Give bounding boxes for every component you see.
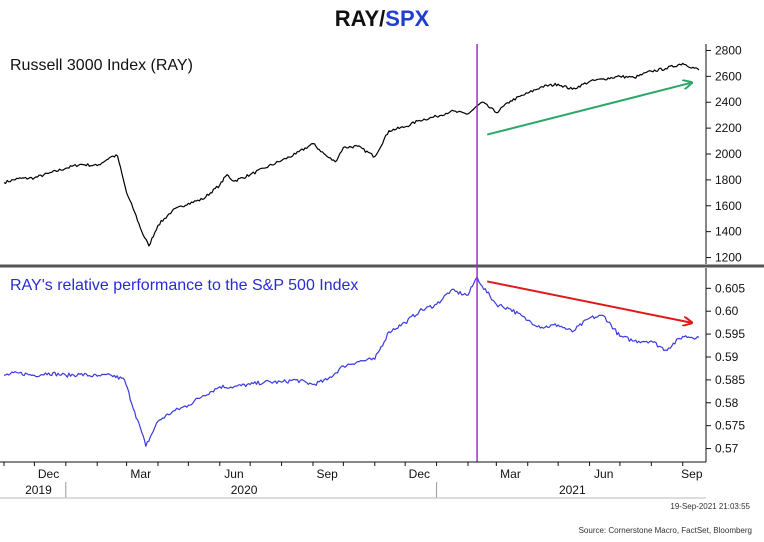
ray-y-axis: 1200 1400 1600 1800 2000 2200 2400 2600 2800 <box>706 43 742 265</box>
chart-title: RAY/SPX <box>0 6 764 32</box>
ray-y-tick-label: 2200 <box>715 121 742 135</box>
downtrend-arrow <box>487 280 691 322</box>
ray-y-tick-label: 1200 <box>715 251 742 265</box>
relative-y-axis: 0.57 0.575 0.58 0.585 0.59 0.595 0.60 0.605 <box>706 281 745 456</box>
x-axis: Dec Mar Jun Sep Dec Mar Jun Sep 2019 2020 2021 <box>3 462 703 498</box>
chart-title-slash: / <box>379 6 386 31</box>
x-tick-label: Dec <box>38 467 59 481</box>
relative-y-tick-label: 0.58 <box>715 396 739 410</box>
ray-panel: Russell 3000 Index (RAY) 1200 1400 1600 180… <box>3 43 742 265</box>
ray-y-tick-label: 1600 <box>715 199 742 213</box>
ray-y-tick-label: 2400 <box>715 95 742 109</box>
chart-title-left: RAY <box>334 6 380 31</box>
relative-y-tick-label: 0.585 <box>715 373 745 387</box>
relative-y-tick-label: 0.605 <box>715 281 745 295</box>
uptrend-arrow <box>486 83 691 136</box>
x-tick-label: Jun <box>594 467 613 481</box>
x-tick-label: Jun <box>224 467 243 481</box>
chart-title-right: SPX <box>385 6 430 31</box>
x-year-label: 2019 <box>25 483 52 497</box>
relative-y-tick-label: 0.60 <box>715 304 739 318</box>
x-year-label: 2020 <box>231 483 258 497</box>
ray-y-tick-label: 1800 <box>715 173 742 187</box>
source-note: Source: Cornerstone Macro, FactSet, Bloo… <box>579 526 752 535</box>
relative-y-tick-label: 0.57 <box>715 442 739 456</box>
relative-y-tick-label: 0.575 <box>715 419 745 433</box>
x-tick-label: Mar <box>500 467 521 481</box>
relative-panel: RAY's relative performance to the S&P 50… <box>3 276 745 456</box>
ray-y-tick-label: 1400 <box>715 225 742 239</box>
x-year-label: 2021 <box>559 483 586 497</box>
ray-y-tick-label: 2000 <box>715 147 742 161</box>
x-tick-label: Dec <box>409 467 430 481</box>
ray-y-tick-label: 2600 <box>715 69 742 83</box>
x-tick-label: Sep <box>681 467 703 481</box>
relative-y-tick-label: 0.595 <box>715 327 745 341</box>
relative-series-line <box>3 276 700 447</box>
ray-panel-title: Russell 3000 Index (RAY) <box>10 57 193 74</box>
relative-panel-title: RAY's relative performance to the S&P 50… <box>10 277 358 294</box>
relative-y-tick-label: 0.59 <box>715 350 739 364</box>
ray-series-line <box>3 62 700 247</box>
timestamp: 19-Sep-2021 21:03:55 <box>670 502 750 511</box>
x-tick-label: Sep <box>316 467 338 481</box>
x-tick-label: Mar <box>130 467 151 481</box>
ray-y-tick-label: 2800 <box>715 43 742 57</box>
